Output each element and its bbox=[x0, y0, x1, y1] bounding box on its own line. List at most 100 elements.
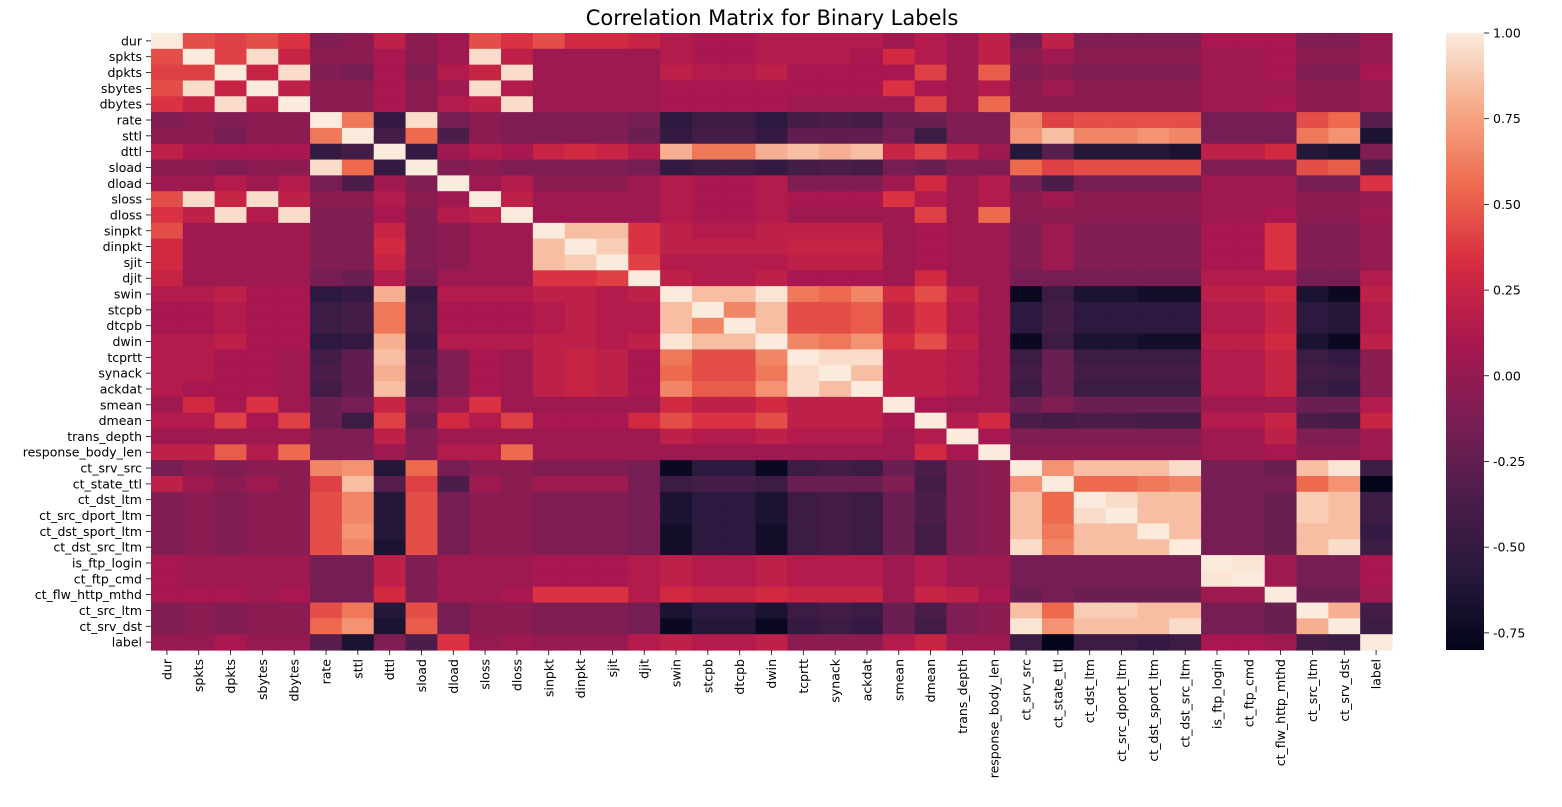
heatmap-cell bbox=[660, 365, 693, 382]
heatmap-cell bbox=[501, 396, 534, 414]
heatmap-cell bbox=[914, 238, 948, 256]
heatmap-cell bbox=[882, 634, 916, 651]
x-tick-label: dwin bbox=[764, 659, 779, 689]
heatmap-cell bbox=[278, 396, 311, 414]
heatmap-cell bbox=[310, 412, 343, 430]
x-tick-label: swin bbox=[669, 659, 684, 687]
heatmap-cell bbox=[1073, 286, 1107, 303]
heatmap-cell bbox=[946, 222, 979, 240]
heatmap-cell bbox=[1296, 570, 1329, 588]
heatmap-cell bbox=[532, 301, 566, 319]
heatmap-cell bbox=[341, 475, 375, 493]
heatmap-cell bbox=[1041, 444, 1075, 461]
heatmap-cell bbox=[341, 523, 375, 540]
heatmap-cell bbox=[628, 286, 661, 303]
heatmap-cell bbox=[564, 317, 598, 335]
heatmap-cell bbox=[214, 270, 248, 287]
heatmap-cell bbox=[278, 523, 311, 540]
heatmap-cell bbox=[1296, 634, 1329, 651]
heatmap-cell bbox=[532, 523, 566, 540]
heatmap-cell bbox=[596, 491, 629, 509]
heatmap-cell bbox=[246, 460, 279, 477]
heatmap-cell bbox=[1264, 586, 1298, 604]
heatmap-cell bbox=[246, 207, 279, 224]
heatmap-cell bbox=[628, 33, 661, 50]
heatmap-cell bbox=[1328, 539, 1361, 556]
heatmap-cell bbox=[628, 507, 661, 525]
heatmap-cell bbox=[787, 33, 820, 50]
heatmap-cell bbox=[851, 159, 884, 176]
heatmap-cell bbox=[723, 238, 757, 256]
heatmap-cell bbox=[151, 270, 184, 287]
heatmap-cell bbox=[214, 428, 248, 445]
heatmap-cell bbox=[819, 634, 852, 651]
heatmap-cell bbox=[882, 349, 916, 366]
heatmap-cell bbox=[437, 586, 470, 604]
heatmap-cell bbox=[1232, 634, 1266, 651]
heatmap-cell bbox=[1232, 191, 1266, 208]
heatmap-cell bbox=[278, 412, 311, 430]
heatmap-cell bbox=[596, 48, 629, 66]
heatmap-cell bbox=[978, 570, 1011, 588]
heatmap-cell bbox=[723, 618, 757, 635]
heatmap-cell bbox=[437, 143, 470, 161]
heatmap-cell bbox=[501, 381, 534, 398]
heatmap-cell bbox=[182, 270, 216, 287]
heatmap-cell bbox=[1360, 555, 1393, 572]
heatmap-cell bbox=[1328, 570, 1361, 588]
heatmap-cell bbox=[246, 301, 279, 319]
heatmap-cell bbox=[1296, 254, 1329, 271]
heatmap-cell bbox=[214, 523, 248, 540]
heatmap-cell bbox=[1137, 112, 1170, 129]
heatmap-cell bbox=[564, 475, 598, 493]
heatmap-cell bbox=[1041, 222, 1075, 240]
heatmap-cell bbox=[341, 64, 375, 82]
heatmap-cell bbox=[373, 207, 407, 224]
heatmap-cell bbox=[851, 333, 884, 351]
heatmap-cell bbox=[819, 539, 852, 556]
heatmap-cell bbox=[819, 96, 852, 113]
heatmap-cell bbox=[660, 570, 693, 588]
heatmap-cell bbox=[914, 64, 948, 82]
heatmap-cell bbox=[151, 64, 184, 82]
heatmap-cell bbox=[469, 143, 502, 161]
heatmap-cell bbox=[1105, 365, 1139, 382]
heatmap-cell bbox=[1360, 191, 1393, 208]
heatmap-cell bbox=[1041, 238, 1075, 256]
heatmap-cell bbox=[341, 48, 375, 66]
heatmap-cell bbox=[214, 507, 248, 525]
heatmap-cell bbox=[214, 175, 248, 192]
heatmap-cell bbox=[1073, 349, 1107, 366]
x-tick-label: dinpkt bbox=[573, 659, 588, 699]
heatmap-cell bbox=[1041, 412, 1075, 430]
heatmap-cell bbox=[469, 175, 502, 192]
heatmap-cell bbox=[1201, 349, 1234, 366]
heatmap-cell bbox=[1264, 112, 1298, 129]
heatmap-cell bbox=[310, 127, 343, 145]
heatmap-cell bbox=[373, 412, 407, 430]
heatmap-cell bbox=[851, 112, 884, 129]
y-tick-label: ct_src_dport_ltm bbox=[39, 508, 142, 523]
x-tick-label: trans_depth bbox=[955, 659, 970, 734]
heatmap-cell bbox=[151, 80, 184, 97]
heatmap-cell bbox=[1105, 491, 1139, 509]
heatmap-cell bbox=[214, 159, 248, 176]
heatmap-cell bbox=[564, 112, 598, 129]
heatmap-cell bbox=[469, 270, 502, 287]
heatmap-cell bbox=[1296, 33, 1329, 50]
heatmap-cell bbox=[755, 33, 789, 50]
heatmap-cell bbox=[660, 491, 693, 509]
heatmap-cell bbox=[405, 127, 438, 145]
heatmap-cell bbox=[1105, 96, 1139, 113]
heatmap-cell bbox=[1169, 286, 1202, 303]
heatmap-cell bbox=[437, 127, 470, 145]
heatmap-cell bbox=[1169, 143, 1202, 161]
heatmap-cell bbox=[946, 159, 979, 176]
heatmap-cell bbox=[1232, 618, 1266, 635]
heatmap-cell bbox=[596, 381, 629, 398]
heatmap-cell bbox=[1264, 412, 1298, 430]
heatmap-cell bbox=[405, 301, 438, 319]
heatmap-cell bbox=[1169, 64, 1202, 82]
heatmap-cell bbox=[978, 317, 1011, 335]
heatmap-cell bbox=[691, 222, 725, 240]
